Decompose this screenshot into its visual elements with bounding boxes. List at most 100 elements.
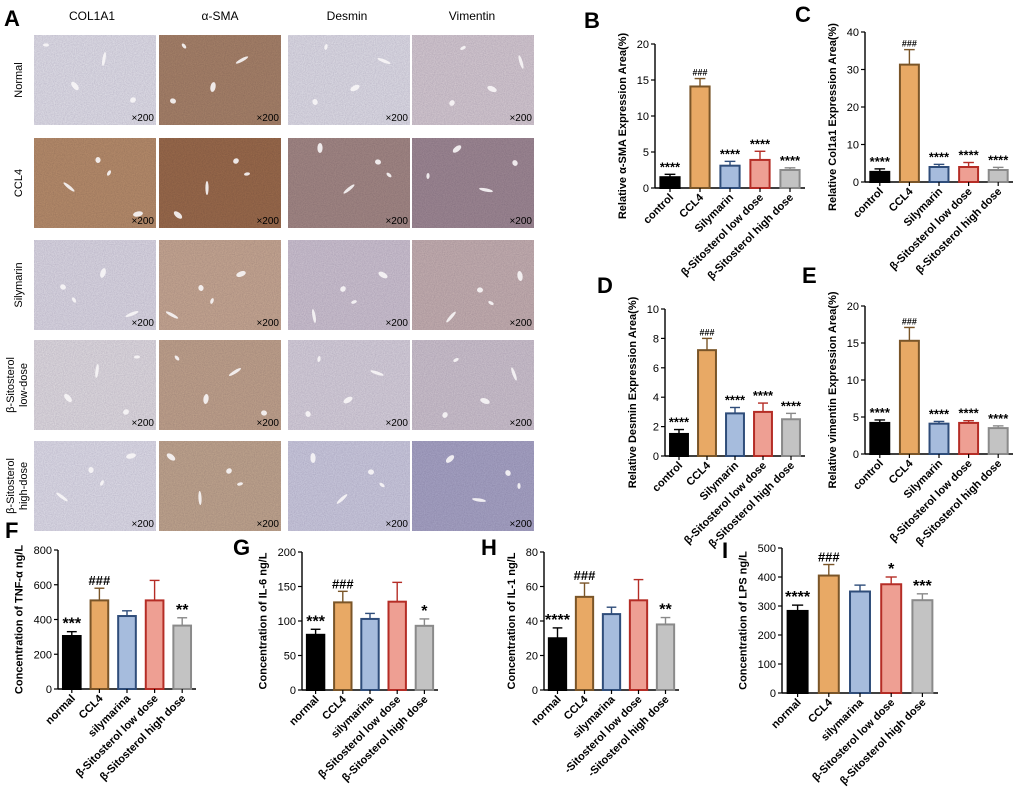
micrograph-image (412, 240, 534, 330)
vessel-lumen (305, 411, 311, 417)
y-tick-label: 50 (284, 651, 296, 663)
significance-annotation: **** (780, 153, 801, 168)
vessel-lumen (71, 81, 79, 91)
vessel-lumen (133, 211, 143, 217)
bar (547, 637, 568, 691)
micrograph-image (288, 35, 410, 125)
vessel-lumen (487, 85, 497, 93)
magnification-label: ×200 (256, 216, 279, 227)
bar (786, 609, 809, 694)
column-header: Vimentin (449, 9, 495, 23)
panel-letter: G (233, 535, 250, 560)
y-tick-label: 40 (526, 616, 538, 628)
y-tick-label: 5 (853, 412, 859, 424)
magnification-label: ×200 (509, 216, 532, 227)
vessel-lumen (336, 494, 348, 504)
vessel-lumen (317, 143, 323, 153)
y-tick-label: 10 (847, 375, 859, 387)
bar (719, 164, 741, 189)
vessel-lumen (312, 99, 318, 105)
bar (869, 421, 891, 456)
y-tick-label: 40 (847, 27, 859, 39)
y-tick-label: 5 (643, 147, 649, 159)
x-tick-label: normal (287, 694, 321, 728)
x-tick-label: CCL4 (806, 696, 835, 725)
y-tick-label: 2 (653, 422, 659, 434)
vessel-lumen (236, 270, 246, 278)
micrograph-image (34, 441, 156, 531)
y-tick-label: 0 (653, 451, 659, 463)
bar (781, 418, 801, 457)
x-tick-label: control (851, 458, 886, 493)
vessel-lumen (244, 172, 250, 176)
significance-annotation: **** (750, 136, 771, 151)
vessel-lumen (226, 468, 232, 474)
vessel-lumen (460, 46, 466, 50)
vessel-lumen (102, 52, 106, 66)
panel-letter: C (795, 2, 811, 27)
bar (958, 166, 980, 183)
micrograph-image (34, 240, 156, 330)
row-label-line: low-dose (18, 363, 30, 407)
vessel-lumen (125, 310, 139, 318)
y-tick-label: 200 (34, 649, 52, 661)
y-tick-label: 0 (853, 449, 859, 461)
significance-annotation: * (888, 561, 895, 578)
row-label: Silymarin (13, 262, 25, 307)
vessel-lumen (479, 187, 493, 193)
bar (689, 85, 711, 189)
significance-annotation: **** (725, 392, 746, 407)
panel-letter-a: A (4, 6, 20, 31)
magnification-label: ×200 (131, 113, 154, 124)
y-tick-label: 20 (847, 301, 859, 313)
magnification-label: ×200 (256, 113, 279, 124)
significance-annotation: *** (306, 613, 325, 630)
vessel-lumen (375, 159, 381, 165)
micrograph-image (412, 138, 534, 228)
significance-annotation: **** (720, 146, 741, 161)
micrograph-image (159, 240, 281, 330)
vessel-lumen (100, 268, 106, 278)
y-tick-label: 300 (758, 601, 776, 613)
y-tick-label: 10 (637, 111, 649, 123)
vessel-lumen (56, 492, 68, 502)
row-label-line: β-Sitosterol (5, 458, 17, 514)
y-axis-title: Concentration of TNF-α ng/L (14, 545, 26, 694)
magnification-label: ×200 (256, 418, 279, 429)
vessel-lumen (453, 357, 459, 363)
micrograph-image (34, 35, 156, 125)
bar (655, 623, 676, 692)
vessel-lumen (452, 145, 462, 153)
vessel-lumen (517, 271, 523, 281)
y-tick-label: 0 (290, 685, 296, 697)
y-axis-title: Concentration of LPS ng/L (738, 551, 750, 690)
significance-annotation: ### (699, 327, 714, 337)
vessel-lumen (518, 55, 524, 69)
chart-panel-e: E 0 5 10 15 20 Relative vimentin Expression Ar… (802, 263, 1013, 548)
y-tick-label: 6 (653, 363, 659, 375)
bar (333, 601, 353, 691)
magnification-label: ×200 (385, 318, 408, 329)
vessel-lumen (210, 298, 214, 304)
micrograph-image (159, 441, 281, 531)
magnification-label: ×200 (131, 216, 154, 227)
micrograph-image (288, 441, 410, 531)
bar (61, 635, 82, 690)
micrograph-image (412, 35, 534, 125)
vessel-lumen (174, 355, 180, 361)
y-axis-title: Concentration of IL-1 ng/L (506, 552, 518, 689)
bar (360, 617, 380, 691)
bar (987, 427, 1009, 456)
y-tick-label: 600 (34, 580, 52, 592)
y-tick-label: 0 (532, 685, 538, 697)
micrograph-image (159, 340, 281, 430)
vessel-lumen (449, 100, 455, 106)
y-tick-label: 0 (643, 183, 649, 195)
y-tick-label: 80 (526, 547, 538, 559)
vessel-lumen (60, 284, 66, 290)
magnification-label: ×200 (131, 418, 154, 429)
y-tick-label: 8 (653, 333, 659, 345)
magnification-label: ×200 (385, 113, 408, 124)
magnification-label: ×200 (385, 418, 408, 429)
significance-annotation: **** (988, 411, 1009, 426)
